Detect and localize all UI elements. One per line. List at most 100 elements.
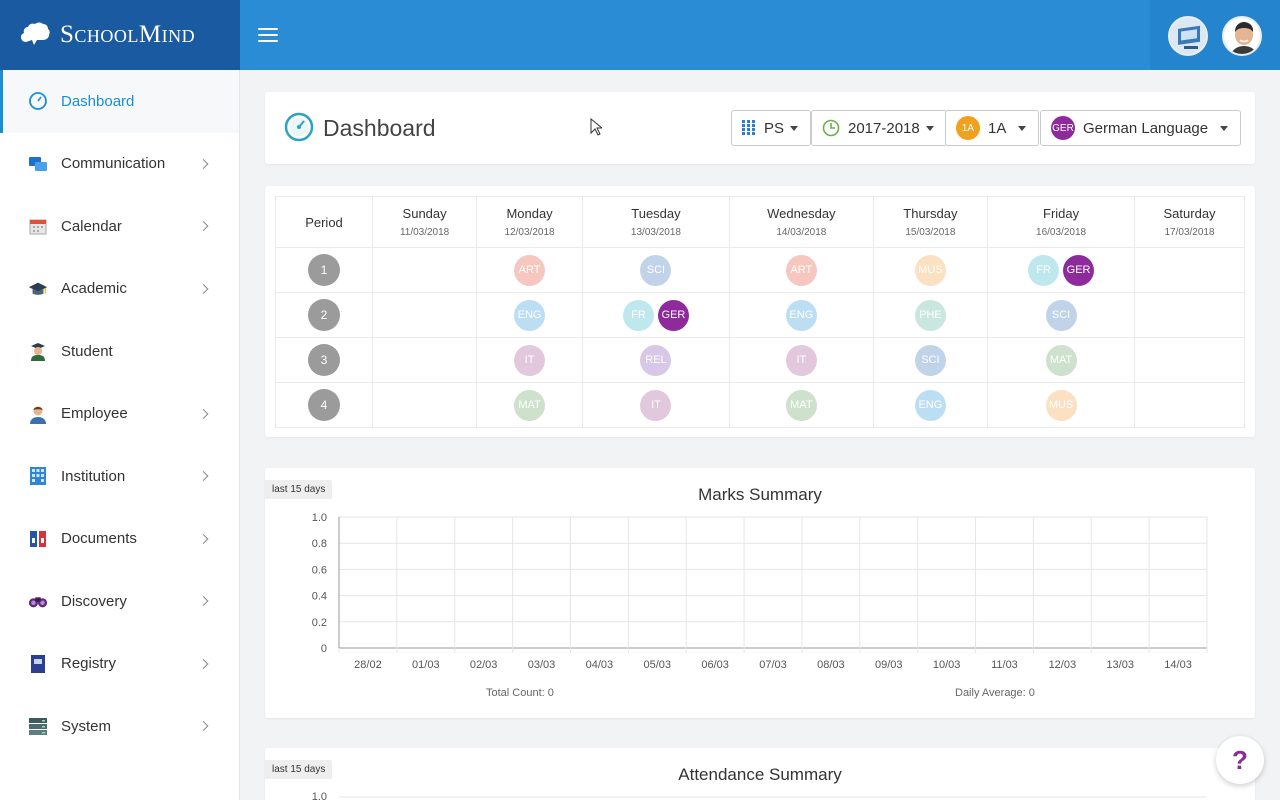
daily-average: Daily Average: 0: [955, 687, 1035, 699]
day-date: 11/03/2018: [399, 227, 450, 238]
brain-logo-icon: [21, 22, 50, 45]
timetable-cell: [1134, 382, 1245, 428]
subject-badge[interactable]: ART: [514, 254, 546, 286]
timetable-cell: ENG: [728, 292, 874, 338]
subject-badge[interactable]: SCI: [1045, 299, 1077, 331]
school-avatar-icon[interactable]: [1168, 16, 1208, 56]
timetable: Period Sunday 11/03/2018 Monday 12/03/2018 Tu…: [275, 196, 1245, 428]
period-row: 2 ENG FR GER ENG PHE SCI: [275, 292, 1245, 338]
subject-badge[interactable]: GER: [1063, 254, 1095, 286]
day-header: Friday 16/03/2018: [987, 196, 1136, 248]
period-number: 2: [308, 299, 340, 331]
chat-bubbles-icon: [28, 154, 48, 174]
total-count: Total Count: 0: [486, 687, 554, 699]
subject-badge[interactable]: MAT: [514, 389, 546, 421]
clock-icon: [822, 119, 840, 137]
timetable-cell: ART: [728, 247, 874, 293]
subject-badge[interactable]: SCI: [640, 254, 672, 286]
chevron-right-icon: [198, 658, 209, 669]
binoculars-icon: [28, 591, 48, 611]
x-tick-label: 08/03: [817, 659, 845, 671]
subject-badge[interactable]: GER: [657, 299, 689, 331]
subject-badge[interactable]: PHE: [914, 299, 946, 331]
timetable-cell: SCI: [987, 292, 1136, 338]
sidebar-item-documents[interactable]: Documents: [0, 508, 239, 571]
day-name: Monday: [506, 206, 553, 221]
sidebar-item-student[interactable]: Student: [0, 320, 239, 383]
day-name: Thursday: [903, 206, 958, 221]
subject-badge[interactable]: MUS: [914, 254, 946, 286]
subject-badge[interactable]: FR: [622, 299, 654, 331]
help-button[interactable]: ?: [1216, 736, 1264, 784]
subject-badge[interactable]: ART: [785, 254, 817, 286]
day-name: Friday: [1043, 206, 1080, 221]
timetable-cell: FR GER: [987, 247, 1136, 293]
subject-badge[interactable]: ENG: [914, 389, 946, 421]
caret-down-icon: [925, 125, 934, 131]
subject-dropdown[interactable]: GER German Language: [1040, 110, 1242, 146]
brand[interactable]: SchoolMind: [0, 0, 240, 70]
subject-badge[interactable]: MAT: [785, 389, 817, 421]
sidebar-item-dashboard[interactable]: Dashboard: [0, 70, 239, 133]
chevron-right-icon: [198, 158, 209, 169]
x-tick-label: 13/03: [1106, 659, 1134, 671]
period-header: Period: [275, 196, 373, 248]
day-name: Saturday: [1163, 206, 1216, 221]
subject-badge[interactable]: ENG: [514, 299, 546, 331]
period-row: 1 ART SCI ART MUS FR GER: [275, 247, 1245, 293]
subject-badge[interactable]: IT: [640, 389, 672, 421]
sidebar-item-discovery[interactable]: Discovery: [0, 570, 239, 633]
x-tick-label: 14/03: [1164, 659, 1192, 671]
binders-icon: [28, 529, 48, 549]
x-tick-label: 05/03: [644, 659, 672, 671]
day-header: Sunday 11/03/2018: [371, 196, 478, 248]
timetable-cell: [1134, 292, 1245, 338]
subject-badge[interactable]: IT: [785, 344, 817, 376]
sidebar-item-system[interactable]: System: [0, 695, 239, 758]
attendance-chart: 1.0: [312, 791, 1207, 800]
day-header: Thursday 15/03/2018: [872, 196, 989, 248]
y-tick-label: 0.2: [312, 617, 327, 629]
year-dropdown[interactable]: 2017-2018: [811, 110, 947, 146]
subject-badge[interactable]: REL: [640, 344, 672, 376]
subject-badge[interactable]: FR: [1028, 254, 1060, 286]
day-date: 13/03/2018: [630, 227, 681, 238]
period-cell: 3: [275, 337, 373, 383]
period-cell: 2: [275, 292, 373, 338]
sidebar-item-calendar[interactable]: Calendar: [0, 195, 239, 258]
period-cell: 1: [275, 247, 373, 293]
timetable-cell: IT: [728, 337, 874, 383]
period-cell: 4: [275, 382, 373, 428]
server-stack-icon: [28, 716, 48, 736]
timetable-cell: [1134, 337, 1245, 383]
attendance-summary-card: last 15 days Attendance Summary 1.0: [265, 748, 1255, 800]
year-value: 2017-2018: [848, 119, 920, 137]
timetable-cell: IT: [476, 337, 583, 383]
subject-badge[interactable]: ENG: [785, 299, 817, 331]
timetable-cell: MAT: [728, 382, 874, 428]
chevron-right-icon: [198, 408, 209, 419]
subject-badge[interactable]: MUS: [1045, 389, 1077, 421]
timetable-cell: SCI: [872, 337, 989, 383]
subject-badge[interactable]: SCI: [914, 344, 946, 376]
sidebar-item-label: Communication: [61, 155, 166, 173]
period-row: 3 IT REL IT SCI MAT: [275, 337, 1245, 383]
page-header: Dashboard PS 2017-2018 1A: [265, 92, 1255, 164]
menu-toggle-icon[interactable]: [258, 28, 278, 44]
period-number: 1: [308, 254, 340, 286]
registry-book-icon: [28, 654, 48, 674]
sidebar-item-communication[interactable]: Communication: [0, 133, 239, 196]
sidebar-item-institution[interactable]: Institution: [0, 445, 239, 508]
period-badge: last 15 days: [265, 480, 333, 499]
sidebar-item-label: Registry: [61, 655, 117, 673]
sidebar-item-registry[interactable]: Registry: [0, 633, 239, 696]
x-tick-label: 07/03: [759, 659, 787, 671]
class-dropdown[interactable]: 1A 1A: [945, 110, 1040, 146]
sidebar-item-employee[interactable]: Employee: [0, 383, 239, 446]
sidebar-item-label: System: [61, 717, 112, 735]
sidebar-item-academic[interactable]: Academic: [0, 258, 239, 321]
level-dropdown[interactable]: PS: [731, 110, 812, 146]
subject-badge[interactable]: MAT: [1045, 344, 1077, 376]
subject-badge[interactable]: IT: [514, 344, 546, 376]
user-avatar[interactable]: [1222, 16, 1262, 56]
